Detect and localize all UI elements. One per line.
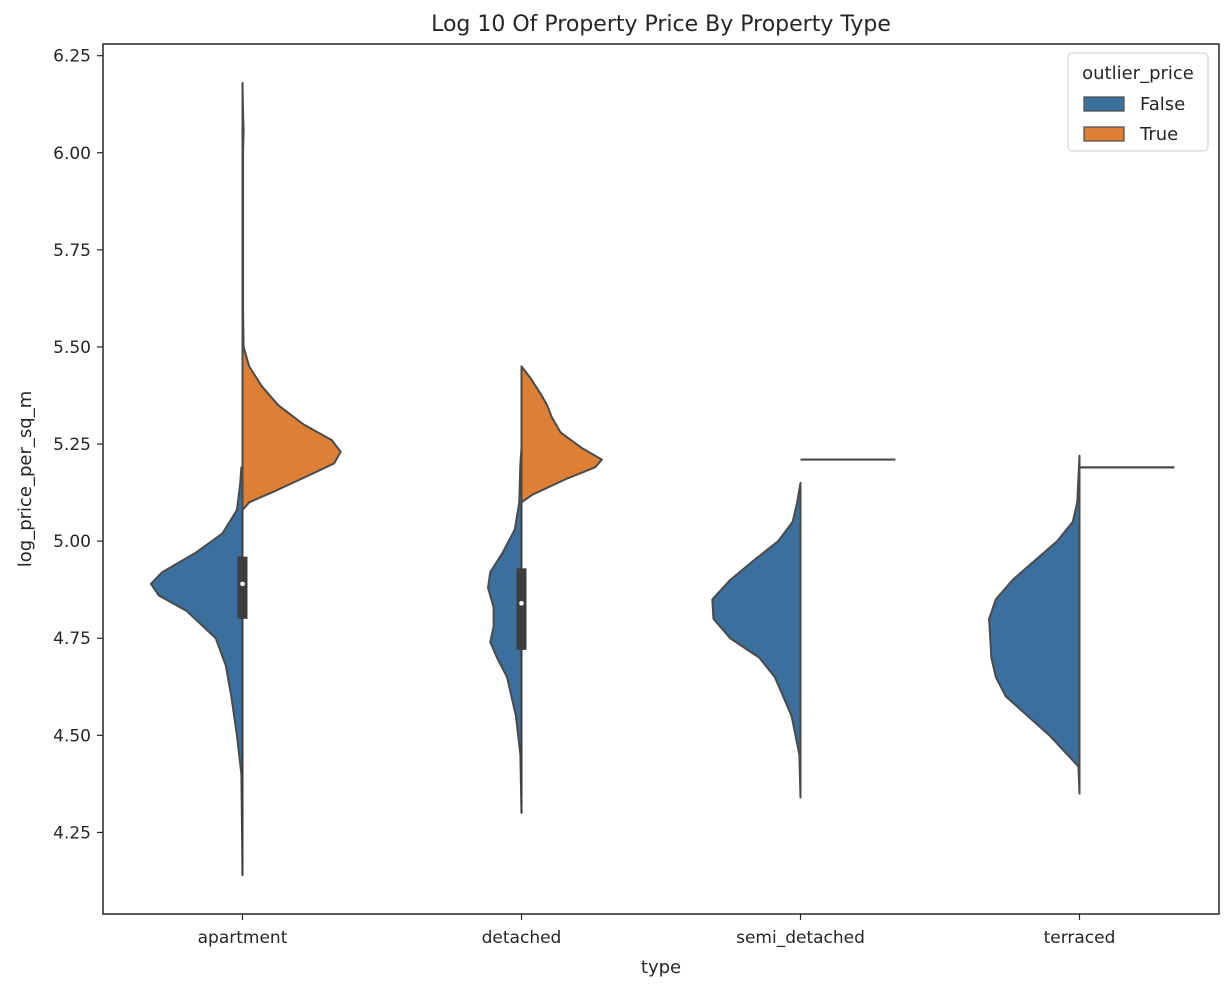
y-tick-label: 4.50	[53, 726, 91, 746]
y-tick-label: 6.00	[53, 144, 91, 164]
violin-apartment-false	[149, 466, 244, 877]
legend-swatch-false	[1083, 96, 1125, 112]
box-iqr	[237, 556, 248, 619]
chart-title: Log 10 Of Property Price By Property Typ…	[431, 12, 891, 37]
box-median	[240, 581, 245, 587]
y-tick-label: 5.50	[53, 338, 91, 358]
legend-swatch-true	[1083, 126, 1125, 142]
violin-apartment-true	[241, 81, 342, 512]
legend-label-true: True	[1139, 124, 1178, 145]
violin-semi_detached-false	[711, 481, 802, 799]
x-tick-label: detached	[482, 928, 562, 948]
legend-label-false: False	[1140, 94, 1185, 115]
y-tick-label: 5.25	[53, 435, 91, 455]
box-iqr	[516, 568, 527, 650]
legend: outlier_price False True	[1067, 52, 1209, 152]
y-tick-label: 5.75	[53, 241, 91, 261]
y-axis-label: log_price_per_sq_m	[15, 391, 36, 567]
violin-detached-false	[487, 446, 523, 815]
x-axis: apartment detached semi_detached terraced	[198, 914, 1116, 948]
y-tick-label: 4.75	[53, 629, 91, 649]
violin-detached-true	[520, 365, 603, 504]
legend-title: outlier_price	[1082, 63, 1194, 84]
plot-content	[149, 81, 1175, 877]
y-axis: 4.25 4.50 4.75 5.00 5.25 5.50 5.75 6.00 6.25	[53, 47, 103, 843]
y-tick-label: 4.25	[53, 823, 91, 843]
x-tick-label: terraced	[1044, 928, 1116, 948]
violin-terraced-false	[988, 454, 1081, 795]
x-tick-label: apartment	[198, 928, 288, 948]
box-median	[519, 600, 524, 606]
x-tick-label: semi_detached	[736, 928, 865, 948]
y-tick-label: 6.25	[53, 47, 91, 67]
x-axis-label: type	[641, 957, 681, 978]
y-tick-label: 5.00	[53, 532, 91, 552]
plot-frame	[102, 43, 1220, 915]
